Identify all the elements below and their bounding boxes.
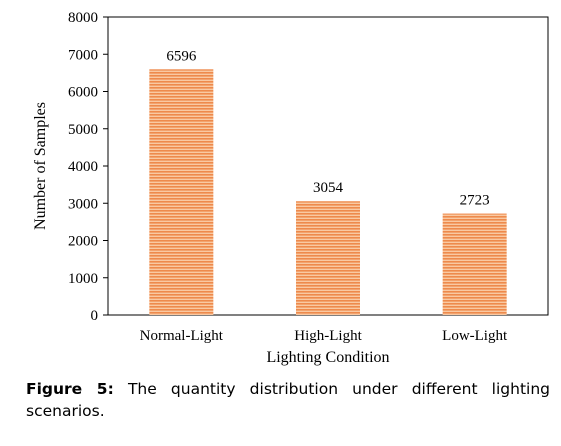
data-labels: 6596 3054 2723 (166, 48, 489, 208)
bar (442, 213, 507, 315)
x-tick-label: Normal-Light (140, 328, 224, 344)
data-label: 2723 (460, 193, 490, 209)
y-tick-label: 3000 (68, 196, 98, 212)
y-tick-label: 5000 (68, 122, 98, 138)
y-tick-label: 7000 (68, 47, 98, 63)
y-tick-label: 6000 (68, 85, 98, 101)
y-tick-label: 2000 (68, 234, 98, 250)
bar (149, 69, 214, 315)
x-axis-categories: Normal-Light High-Light Low-Light (140, 328, 508, 344)
caption-text: The quantity distribution under differen… (26, 380, 550, 420)
x-axis-title: Lighting Condition (266, 349, 389, 366)
y-axis-ticks: 0 1000 2000 3000 4000 5000 6000 7000 8000 (68, 10, 108, 324)
y-tick-label: 0 (91, 308, 99, 324)
data-label: 6596 (166, 48, 197, 64)
bar-chart: 0 1000 2000 3000 4000 5000 6000 7000 8000 6596 30… (32, 10, 549, 366)
y-tick-label: 8000 (68, 10, 98, 26)
y-tick-label: 1000 (68, 271, 98, 287)
bars (149, 69, 507, 315)
data-label: 3054 (313, 180, 344, 196)
x-tick-label: Low-Light (442, 328, 508, 344)
y-axis-title: Number of Samples (32, 102, 49, 230)
y-tick-label: 4000 (68, 159, 98, 175)
bar (296, 201, 360, 315)
figure-caption: Figure 5: The quantity distribution unde… (26, 378, 550, 422)
figure-label: Figure 5: (26, 380, 114, 398)
x-tick-label: High-Light (294, 328, 362, 344)
